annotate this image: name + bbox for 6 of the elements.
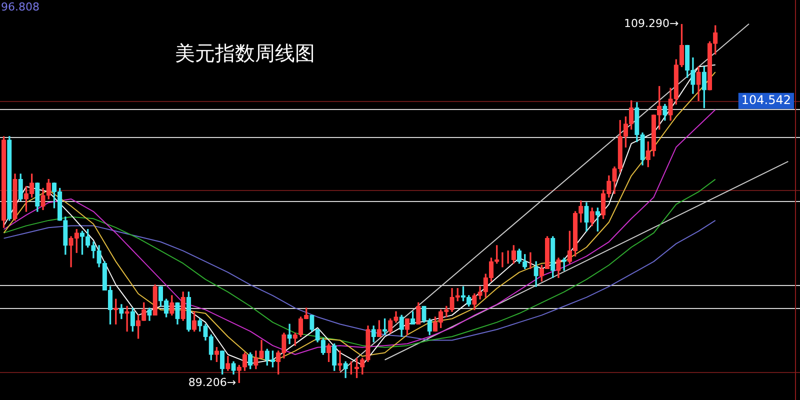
annotation: 89.206→ bbox=[188, 376, 236, 389]
text: 美元指数周线图 bbox=[175, 41, 315, 66]
annotation: 109.290→ bbox=[624, 16, 679, 30]
text: 96.808 bbox=[1, 0, 40, 14]
ref-line-label: 104.542 bbox=[741, 92, 791, 107]
candlestick bbox=[287, 324, 292, 344]
